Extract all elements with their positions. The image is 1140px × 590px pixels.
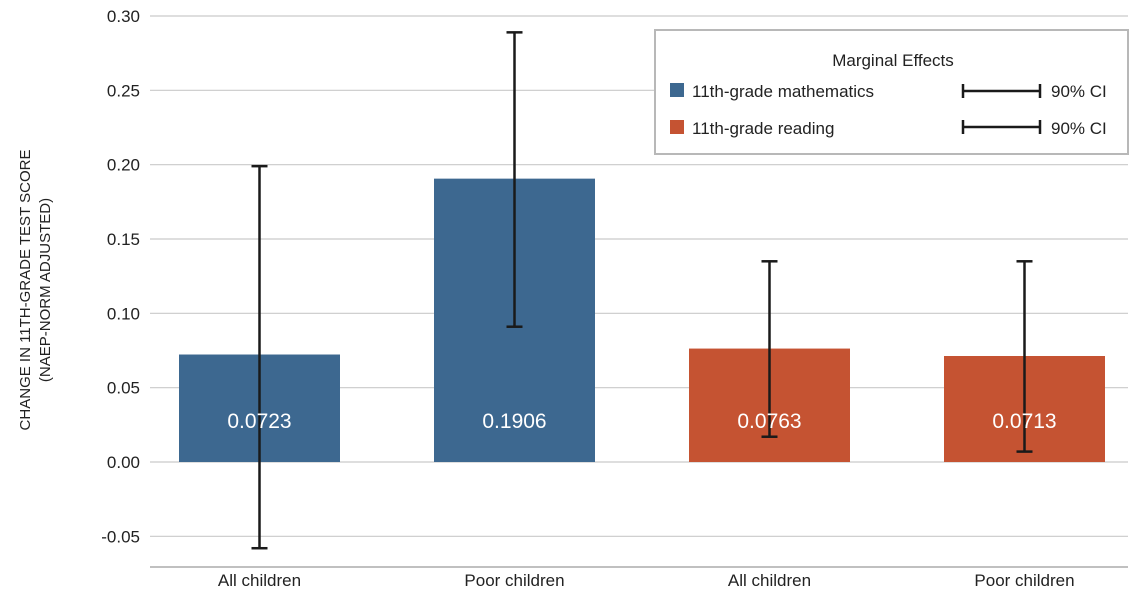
y-tick-label: 0.00: [107, 453, 140, 472]
y-axis-ticks: -0.05 0.00 0.05 0.10 0.15 0.20 0.25 0.30: [101, 7, 140, 546]
legend-ci-icon-mathematics: [961, 84, 1042, 98]
legend-ci-label-mathematics: 90% CI: [1051, 82, 1107, 101]
y-tick-label: 0.20: [107, 156, 140, 175]
legend-label-mathematics: 11th-grade mathematics: [692, 82, 874, 101]
legend-ci-label-reading: 90% CI: [1051, 119, 1107, 138]
bar-value-label: 0.1906: [482, 410, 546, 433]
error-bars: [251, 31, 1033, 550]
y-tick-label: -0.05: [101, 527, 140, 546]
x-category-label: Poor children: [974, 571, 1074, 590]
y-axis-title-line-2: (NAEP-NORM ADJUSTED): [37, 198, 54, 382]
legend-label-reading: 11th-grade reading: [692, 119, 834, 138]
error-bar: [761, 260, 778, 438]
bar-value-label: 0.0713: [992, 410, 1056, 433]
error-bar: [506, 31, 523, 328]
x-category-label: All children: [728, 571, 811, 590]
y-tick-label: 0.30: [107, 7, 140, 26]
bars: [179, 178, 1105, 462]
legend-ci-icon-reading: [961, 120, 1042, 134]
bar-value-labels: 0.0723 0.1906 0.0763 0.0713: [227, 410, 1056, 433]
bar-value-label: 0.0723: [227, 410, 291, 433]
y-tick-label: 0.15: [107, 230, 140, 249]
error-bar: [1016, 260, 1033, 453]
legend-swatch-mathematics: [670, 83, 684, 97]
legend: Marginal Effects 11th-grade mathematics …: [654, 29, 1129, 155]
x-axis-category-labels: All children Poor children All children Poo…: [218, 571, 1075, 590]
y-tick-label: 0.05: [107, 379, 140, 398]
y-axis-title-line-1: CHANGE IN 11TH-GRADE TEST SCORE: [17, 150, 34, 431]
legend-swatch-reading: [670, 120, 684, 134]
x-category-label: All children: [218, 571, 301, 590]
bar-value-label: 0.0763: [737, 410, 801, 433]
error-bar: [251, 164, 268, 550]
legend-title: Marginal Effects: [832, 51, 954, 70]
y-tick-label: 0.10: [107, 304, 140, 323]
x-category-label: Poor children: [464, 571, 564, 590]
y-tick-label: 0.25: [107, 81, 140, 100]
legend-box: [654, 29, 1129, 155]
